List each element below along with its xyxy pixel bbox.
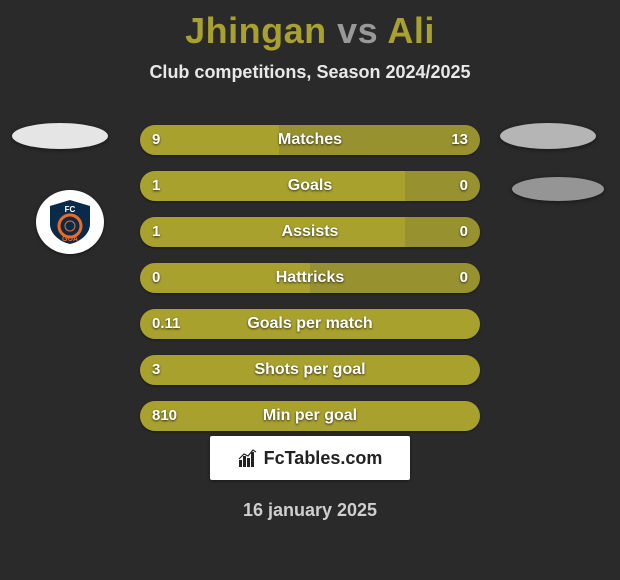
stat-label: Shots per goal: [140, 355, 480, 385]
avatar-placeholder-right-top: [500, 123, 596, 149]
stat-row: 10Assists: [140, 217, 480, 247]
stat-label: Goals: [140, 171, 480, 201]
stats-chart: 913Matches 10Goals 10Assists 00Hattricks 0.1…: [140, 125, 480, 447]
comparison-title: Jhingan vs Ali: [0, 0, 620, 52]
brand-text: FcTables.com: [264, 448, 383, 469]
stat-label: Assists: [140, 217, 480, 247]
vs-text: vs: [337, 10, 378, 51]
snapshot-date: 16 january 2025: [0, 500, 620, 521]
svg-text:GOA: GOA: [62, 236, 78, 243]
stat-row: 0.11Goals per match: [140, 309, 480, 339]
stat-label: Hattricks: [140, 263, 480, 293]
stat-row: 3Shots per goal: [140, 355, 480, 385]
stat-label: Goals per match: [140, 309, 480, 339]
avatar-placeholder-right-bottom: [512, 177, 604, 201]
barchart-icon: [238, 448, 258, 468]
stat-label: Min per goal: [140, 401, 480, 431]
stat-row: 10Goals: [140, 171, 480, 201]
brand-badge: FcTables.com: [210, 436, 410, 480]
avatar-placeholder-left: [12, 123, 108, 149]
stat-row: 00Hattricks: [140, 263, 480, 293]
player2-name: Ali: [387, 10, 435, 51]
stat-label: Matches: [140, 125, 480, 155]
svg-text:FC: FC: [65, 205, 76, 214]
club-logo: FC GOA: [36, 190, 104, 254]
subtitle: Club competitions, Season 2024/2025: [0, 62, 620, 83]
player1-name: Jhingan: [185, 10, 327, 51]
stat-row: 810Min per goal: [140, 401, 480, 431]
fc-goa-shield-icon: FC GOA: [46, 198, 94, 246]
stat-row: 913Matches: [140, 125, 480, 155]
